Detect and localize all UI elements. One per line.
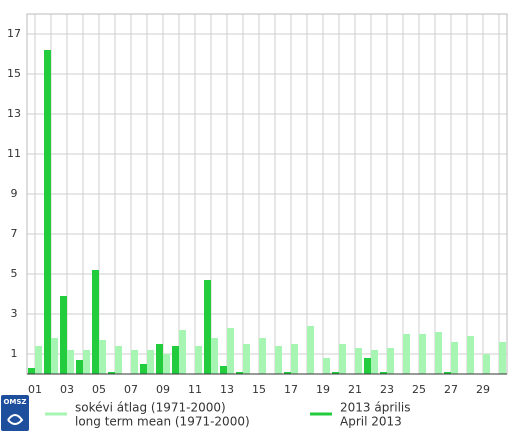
bar xyxy=(451,342,458,374)
bar xyxy=(163,354,170,374)
bar xyxy=(387,348,394,374)
logo-box xyxy=(1,395,29,431)
bar xyxy=(211,338,218,374)
bar xyxy=(92,270,99,374)
bar xyxy=(284,372,291,374)
bar xyxy=(227,328,234,374)
bar xyxy=(444,372,451,374)
x-tick-label: 27 xyxy=(444,383,458,396)
y-tick-label: 11 xyxy=(7,147,21,160)
bar xyxy=(243,344,250,374)
bar xyxy=(172,346,179,374)
logo-text: OMSZ xyxy=(3,398,26,406)
x-tick-label: 13 xyxy=(220,383,234,396)
x-tick-label: 21 xyxy=(348,383,362,396)
x-tick-label: 07 xyxy=(124,383,138,396)
bar xyxy=(355,348,362,374)
x-tick-label: 09 xyxy=(156,383,170,396)
bar xyxy=(35,346,42,374)
bar xyxy=(435,332,442,374)
bar xyxy=(380,372,387,374)
bar xyxy=(28,368,35,374)
bar xyxy=(76,360,83,374)
bar xyxy=(147,350,154,374)
bar xyxy=(131,350,138,374)
bar xyxy=(179,330,186,374)
bar xyxy=(275,346,282,374)
bar xyxy=(419,334,426,374)
x-tick-label: 01 xyxy=(28,383,42,396)
y-tick-label: 7 xyxy=(11,227,18,240)
bar xyxy=(156,344,163,374)
y-tick-label: 17 xyxy=(7,27,21,40)
legend-label: sokévi átlag (1971-2000) xyxy=(75,401,226,415)
bar xyxy=(115,346,122,374)
y-tick-label: 15 xyxy=(7,67,21,80)
x-tick-label: 23 xyxy=(380,383,394,396)
x-tick-label: 17 xyxy=(284,383,298,396)
logo: OMSZ xyxy=(1,395,29,431)
bar xyxy=(323,358,330,374)
logo-mark xyxy=(7,414,24,425)
y-tick-label: 3 xyxy=(11,307,18,320)
y-tick-label: 5 xyxy=(11,267,18,280)
bar xyxy=(236,372,243,374)
bar xyxy=(204,280,211,374)
legend-label: 2013 április xyxy=(340,401,411,415)
bar xyxy=(83,350,90,374)
bar xyxy=(259,338,266,374)
x-tick-label: 15 xyxy=(252,383,266,396)
x-tick-label: 05 xyxy=(92,383,106,396)
bar xyxy=(60,296,67,374)
x-tick-label: 03 xyxy=(60,383,74,396)
legend-label: April 2013 xyxy=(340,415,402,429)
bar xyxy=(371,350,378,374)
bar xyxy=(499,342,506,374)
legend-label: long term mean (1971-2000) xyxy=(75,415,250,429)
x-tick-label: 19 xyxy=(316,383,330,396)
y-tick-label: 1 xyxy=(11,347,18,360)
x-tick-label: 11 xyxy=(188,383,202,396)
x-tick-label: 29 xyxy=(476,383,490,396)
bar xyxy=(467,336,474,374)
bar xyxy=(108,372,115,374)
bar xyxy=(307,326,314,374)
bar xyxy=(220,366,227,374)
bar xyxy=(51,338,58,374)
bar xyxy=(403,334,410,374)
bar xyxy=(332,372,339,374)
bar xyxy=(291,344,298,374)
y-tick-label: 9 xyxy=(11,187,18,200)
bar xyxy=(364,358,371,374)
bar xyxy=(67,350,74,374)
bar xyxy=(195,346,202,374)
bar xyxy=(140,364,147,374)
bar xyxy=(44,50,51,374)
y-tick-label: 13 xyxy=(7,107,21,120)
bar xyxy=(483,354,490,374)
x-tick-label: 25 xyxy=(412,383,426,396)
bar xyxy=(339,344,346,374)
bar xyxy=(99,340,106,374)
